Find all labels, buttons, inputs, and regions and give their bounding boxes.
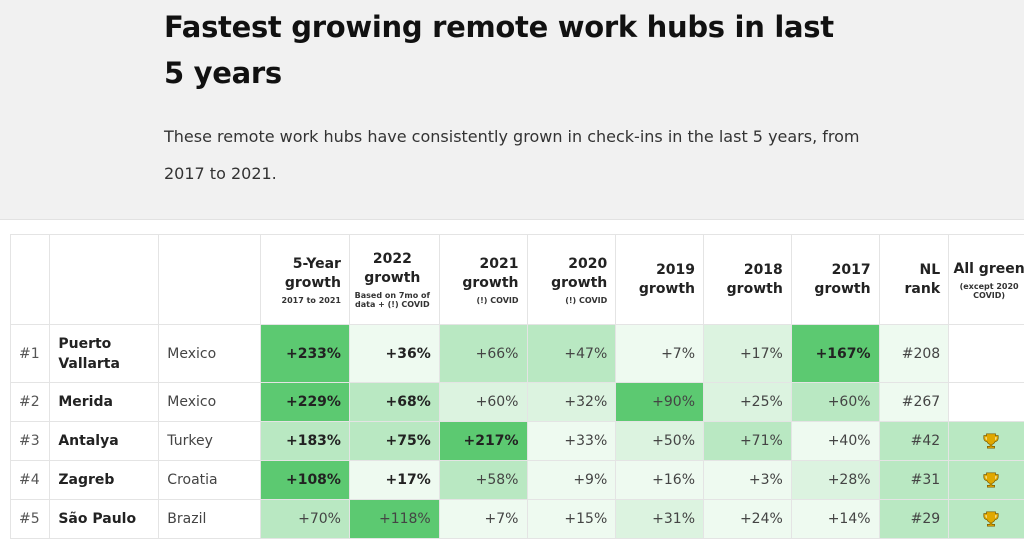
row-city: Zagreb [50,461,159,500]
trophy-icon [982,471,1000,489]
row-city: Antalya [50,422,159,461]
row-all-green [949,500,1024,539]
col-rank-header [11,235,50,325]
row-y2018-cell: +3% [704,461,792,500]
row-five-year-cell: +70% [261,500,350,539]
row-nl-rank: #31 [879,461,949,500]
row-y2019-cell: +7% [616,325,704,383]
row-y2019-cell: +16% [616,461,704,500]
col-2019-header[interactable]: 2019 growth [616,235,704,325]
page-description: These remote work hubs have consistently… [164,118,864,192]
row-y2021-cell: +66% [439,325,527,383]
row-y2021-cell: +60% [439,383,527,422]
row-y2017-cell: +167% [791,325,879,383]
row-y2018-cell: +17% [704,325,792,383]
row-y2018-cell: +71% [704,422,792,461]
row-five-year-cell: +183% [261,422,350,461]
row-country: Brazil [159,500,261,539]
col-nl-rank-header[interactable]: NL rank [879,235,949,325]
row-y2022-cell: +36% [349,325,439,383]
row-all-green [949,422,1024,461]
trophy-icon [982,510,1000,528]
row-nl-rank: #208 [879,325,949,383]
row-y2017-cell: +28% [791,461,879,500]
trophy-icon [982,432,1000,450]
row-nl-rank: #42 [879,422,949,461]
row-y2020-cell: +15% [527,500,616,539]
row-all-green [949,383,1024,422]
row-y2018-cell: +25% [704,383,792,422]
row-rank: #1 [11,325,50,383]
row-y2020-cell: +47% [527,325,616,383]
row-country: Croatia [159,461,261,500]
row-y2019-cell: +50% [616,422,704,461]
col-all-green-header[interactable]: All green(except 2020 COVID) [949,235,1024,325]
row-y2017-cell: +40% [791,422,879,461]
row-y2022-cell: +68% [349,383,439,422]
row-nl-rank: #267 [879,383,949,422]
row-y2021-cell: +7% [439,500,527,539]
row-rank: #5 [11,500,50,539]
row-y2017-cell: +60% [791,383,879,422]
row-country: Turkey [159,422,261,461]
row-rank: #2 [11,383,50,422]
row-country: Mexico [159,383,261,422]
col-2017-header[interactable]: 2017 growth [791,235,879,325]
col-2020-header[interactable]: 2020 growth(!) COVID [527,235,616,325]
row-y2022-cell: +17% [349,461,439,500]
page-header: Fastest growing remote work hubs in last… [0,0,1024,220]
row-y2021-cell: +217% [439,422,527,461]
row-five-year-cell: +233% [261,325,350,383]
row-city: São Paulo [50,500,159,539]
row-y2018-cell: +24% [704,500,792,539]
row-y2021-cell: +58% [439,461,527,500]
row-y2022-cell: +118% [349,500,439,539]
row-y2019-cell: +31% [616,500,704,539]
row-y2017-cell: +14% [791,500,879,539]
row-five-year-cell: +108% [261,461,350,500]
row-city: Merida [50,383,159,422]
row-city: Puerto Vallarta [50,325,159,383]
row-rank: #3 [11,422,50,461]
page-title: Fastest growing remote work hubs in last… [164,4,844,96]
row-y2020-cell: +33% [527,422,616,461]
col-2021-header[interactable]: 2021 growth(!) COVID [439,235,527,325]
col-2018-header[interactable]: 2018 growth [704,235,792,325]
row-y2022-cell: +75% [349,422,439,461]
row-country: Mexico [159,325,261,383]
row-all-green [949,461,1024,500]
row-y2019-cell: +90% [616,383,704,422]
col-country-header [159,235,261,325]
row-rank: #4 [11,461,50,500]
row-y2020-cell: +32% [527,383,616,422]
col-city-header [50,235,159,325]
row-y2020-cell: +9% [527,461,616,500]
row-all-green [949,325,1024,383]
row-five-year-cell: +229% [261,383,350,422]
row-nl-rank: #29 [879,500,949,539]
